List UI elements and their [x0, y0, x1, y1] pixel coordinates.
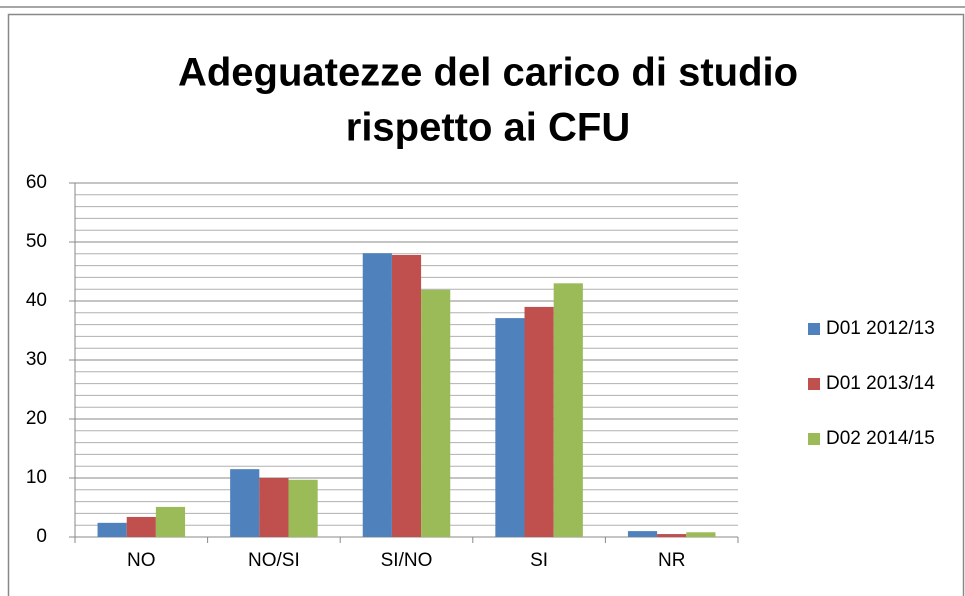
y-tick-label: 40: [26, 290, 47, 311]
x-tick-label: SI/NO: [381, 550, 433, 571]
legend-label: D02 2014/15: [826, 428, 935, 449]
bar: [524, 306, 554, 537]
legend-label: D01 2013/14: [826, 373, 935, 394]
bar: [553, 283, 583, 537]
y-tick-label: 10: [26, 467, 47, 488]
legend-swatch: [808, 433, 820, 445]
bar: [657, 534, 687, 537]
bar: [97, 522, 127, 537]
x-tick-label: NO/SI: [248, 550, 300, 571]
bar: [259, 478, 289, 537]
legend-swatch: [808, 378, 820, 390]
bar: [155, 506, 186, 537]
x-tick-label: SI: [530, 550, 548, 571]
chart-title: rispetto ai CFU: [346, 106, 630, 150]
y-tick-label: 20: [26, 408, 47, 429]
frame: [7, 13, 965, 596]
bar: [686, 532, 716, 537]
legend-label: D01 2012/13: [826, 318, 935, 339]
x-tick-label: NR: [658, 550, 685, 571]
bar: [288, 479, 318, 537]
bar: [421, 289, 451, 537]
bar: [362, 253, 392, 537]
chart-title: Adeguatezze del carico di studio: [178, 51, 798, 95]
y-tick-label: 60: [26, 172, 47, 193]
bar: [495, 318, 525, 537]
y-tick-label: 0: [36, 526, 47, 547]
y-tick-label: 30: [26, 349, 47, 370]
x-tick-label: NO: [127, 550, 156, 571]
bar: [126, 516, 156, 537]
bar: [230, 469, 260, 537]
legend-swatch: [808, 323, 820, 335]
y-tick-label: 50: [26, 231, 47, 252]
bar: [627, 531, 658, 537]
bar: [391, 254, 422, 538]
